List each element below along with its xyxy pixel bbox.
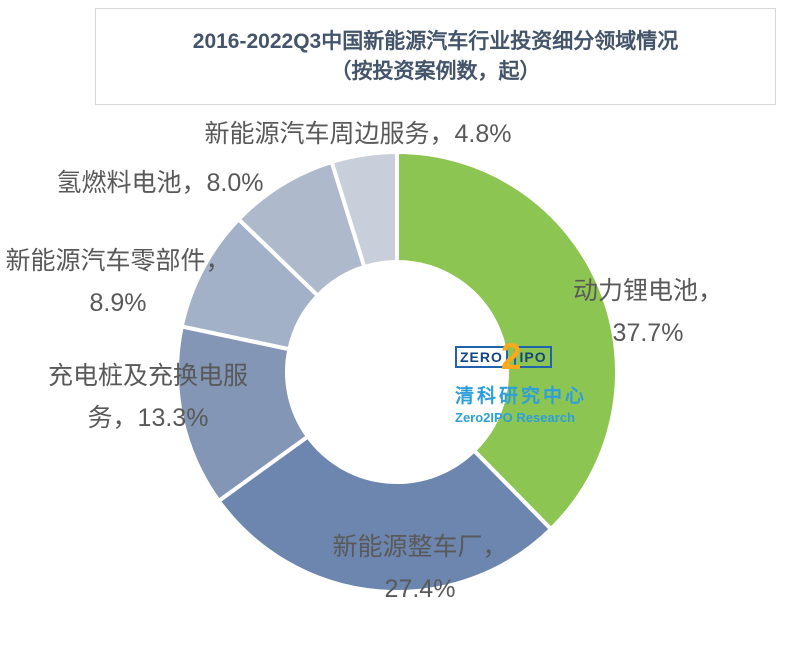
- chart-title-box: 2016-2022Q3中国新能源汽车行业投资细分领域情况 （按投资案例数，起）: [95, 8, 776, 105]
- zero-box: ZERO: [455, 346, 508, 368]
- slice-label-line: 动力锂电池，: [572, 277, 724, 305]
- logo-numeral-2: 2: [500, 336, 522, 377]
- slice-label-value: 8.9%: [89, 289, 147, 317]
- slice-label-nev-parts: 新能源汽车零部件， 8.9%: [5, 240, 230, 324]
- chart-title-line2: （按投资案例数，起）: [330, 59, 541, 83]
- slice-label-value: 37.7%: [612, 319, 684, 347]
- donut-slice-5: [329, 149, 399, 270]
- slice-label-line: 氢燃料电池，8.0%: [56, 169, 264, 197]
- donut-slice-0: [395, 149, 619, 532]
- ipo-box: IPO: [514, 346, 552, 368]
- chart-title-line1: 2016-2022Q3中国新能源汽车行业投资细分领域情况: [192, 29, 679, 53]
- zero2ipo-logo: ZERO 2 IPO 清科研究中心 Zero2IPO Research: [455, 336, 588, 425]
- slice-label-line: 新能源汽车零部件，: [5, 247, 231, 275]
- slice-label-power-lithium-battery: 动力锂电池， 37.7%: [573, 270, 723, 354]
- slice-label-line: 充电桩及充换电服: [47, 362, 249, 390]
- slice-label-hydrogen-fuel-cell: 氢燃料电池，8.0%: [57, 162, 264, 204]
- donut-slice-1: [215, 433, 554, 594]
- slice-label-line: 新能源整车厂，: [332, 533, 508, 561]
- slice-label-line: 新能源汽车周边服务，4.8%: [204, 120, 512, 148]
- slice-label-value: 务，13.3%: [87, 404, 209, 432]
- zero2ipo-english-name: Zero2IPO Research: [455, 410, 575, 425]
- slice-label-charging-service: 充电桩及充换电服 务，13.3%: [48, 355, 248, 439]
- slice-label-nev-oem: 新能源整车厂， 27.4%: [332, 526, 507, 610]
- slice-label-nev-peripheral-service: 新能源汽车周边服务，4.8%: [205, 113, 512, 155]
- zero2ipo-chinese-name: 清科研究中心: [455, 386, 588, 407]
- slice-label-value: 27.4%: [384, 575, 456, 603]
- zero2ipo-lockup: ZERO 2 IPO: [455, 336, 585, 377]
